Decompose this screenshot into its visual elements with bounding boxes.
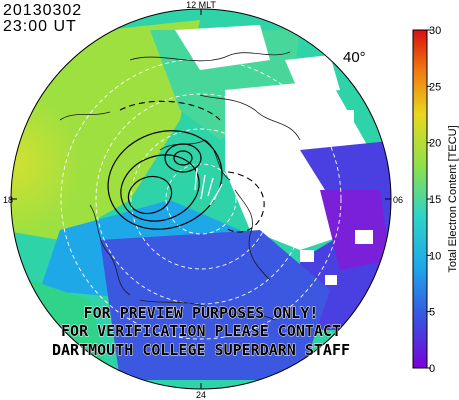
watermark-line-1: FOR PREVIEW PURPOSES ONLY! [84, 304, 319, 322]
colorbar: 0 5 10 15 20 25 30 Total Electron Content [TEC… [412, 25, 459, 375]
coastlines [59, 51, 301, 321]
tec-region-blue [100, 230, 330, 380]
colorbar-ticks: 0 5 10 15 20 25 30 [427, 25, 441, 375]
colorbar-scale [412, 29, 428, 369]
colorbar-tick-label: 15 [429, 194, 441, 206]
latitude-label: 40° [343, 49, 366, 66]
colorbar-tick-label: 25 [429, 81, 441, 93]
potential-contours [107, 130, 223, 230]
colorbar-tick-label: 30 [429, 25, 441, 37]
colorbar-tick-label: 20 [429, 138, 441, 150]
mlt-label-right: 06 [393, 195, 403, 205]
data-gap-topright [285, 55, 340, 95]
mlt-label-top: 12 MLT [186, 0, 216, 10]
data-gap-speckle [325, 275, 337, 285]
mlt-label-left: 18 [3, 195, 13, 205]
watermark: FOR PREVIEW PURPOSES ONLY! FOR VERIFICAT… [52, 304, 351, 360]
mlt-ticks [11, 9, 391, 389]
colorbar-title: Total Electron Content [TECU] [447, 125, 459, 272]
polar-map [11, 9, 391, 389]
negative-contours [119, 100, 265, 233]
data-gap-top [175, 25, 270, 70]
watermark-line-3: DARTMOUTH COLLEGE SUPERDARN STAFF [52, 341, 350, 359]
latitude-grid [60, 58, 342, 340]
data-gap-speckle [300, 250, 314, 262]
colorbar-tick-label: 0 [429, 363, 435, 375]
colorbar-tick-label: 10 [429, 250, 441, 262]
date-label: 20130302 [3, 2, 82, 19]
watermark-line-2: FOR VERIFICATION PLEASE CONTACT [61, 322, 341, 340]
data-gap-speckle [340, 110, 354, 124]
time-label: 23:00 UT [3, 18, 77, 35]
mlt-label-bottom: 24 [196, 390, 206, 400]
colorbar-tick-label: 5 [429, 307, 435, 319]
velocity-vectors [194, 167, 223, 206]
data-gap-speckle [355, 230, 373, 244]
